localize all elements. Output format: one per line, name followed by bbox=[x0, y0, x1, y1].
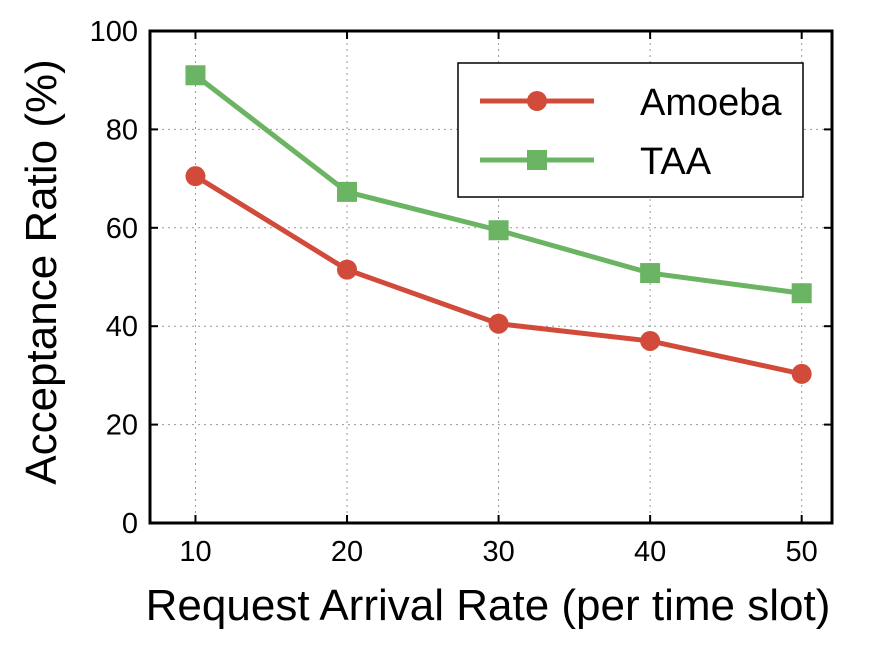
legend-label-taa: TAA bbox=[640, 141, 712, 183]
axis-ticks: 0 20 40 60 80 100 10 20 30 40 50 bbox=[90, 16, 832, 568]
x-tick-label: 10 bbox=[179, 536, 211, 568]
data-point-taa bbox=[337, 181, 358, 202]
plot-frame bbox=[148, 29, 834, 525]
data-point-amoeba bbox=[185, 166, 206, 187]
y-tick-label: 20 bbox=[106, 410, 138, 442]
y-tick-label: 0 bbox=[122, 508, 138, 540]
y-tick-label: 60 bbox=[106, 213, 138, 245]
data-point-taa bbox=[488, 220, 509, 241]
data-point-amoeba bbox=[337, 259, 358, 280]
legend-box bbox=[457, 62, 804, 198]
x-tick-label: 30 bbox=[482, 536, 514, 568]
data-point-amoeba bbox=[791, 363, 812, 384]
x-axis-label: Request Arrival Rate (per time slot) bbox=[146, 581, 831, 630]
y-tick-label: 80 bbox=[106, 114, 138, 146]
x-tick-label: 40 bbox=[634, 536, 666, 568]
data-point-taa bbox=[185, 65, 206, 86]
data-point-taa bbox=[640, 263, 661, 284]
y-tick-label: 40 bbox=[106, 311, 138, 343]
legend: Amoeba TAA bbox=[457, 62, 804, 198]
data-point-taa bbox=[791, 283, 812, 304]
legend-marker-amoeba bbox=[527, 91, 547, 111]
x-tick-label: 50 bbox=[786, 536, 818, 568]
series-layer bbox=[185, 65, 812, 384]
data-point-amoeba bbox=[640, 330, 661, 351]
y-axis-label: Acceptance Ratio (%) bbox=[17, 59, 66, 485]
data-point-amoeba bbox=[488, 313, 509, 334]
y-tick-label: 100 bbox=[90, 16, 138, 48]
legend-marker-taa bbox=[527, 150, 547, 170]
legend-label-amoeba: Amoeba bbox=[640, 82, 782, 124]
x-tick-label: 20 bbox=[331, 536, 363, 568]
